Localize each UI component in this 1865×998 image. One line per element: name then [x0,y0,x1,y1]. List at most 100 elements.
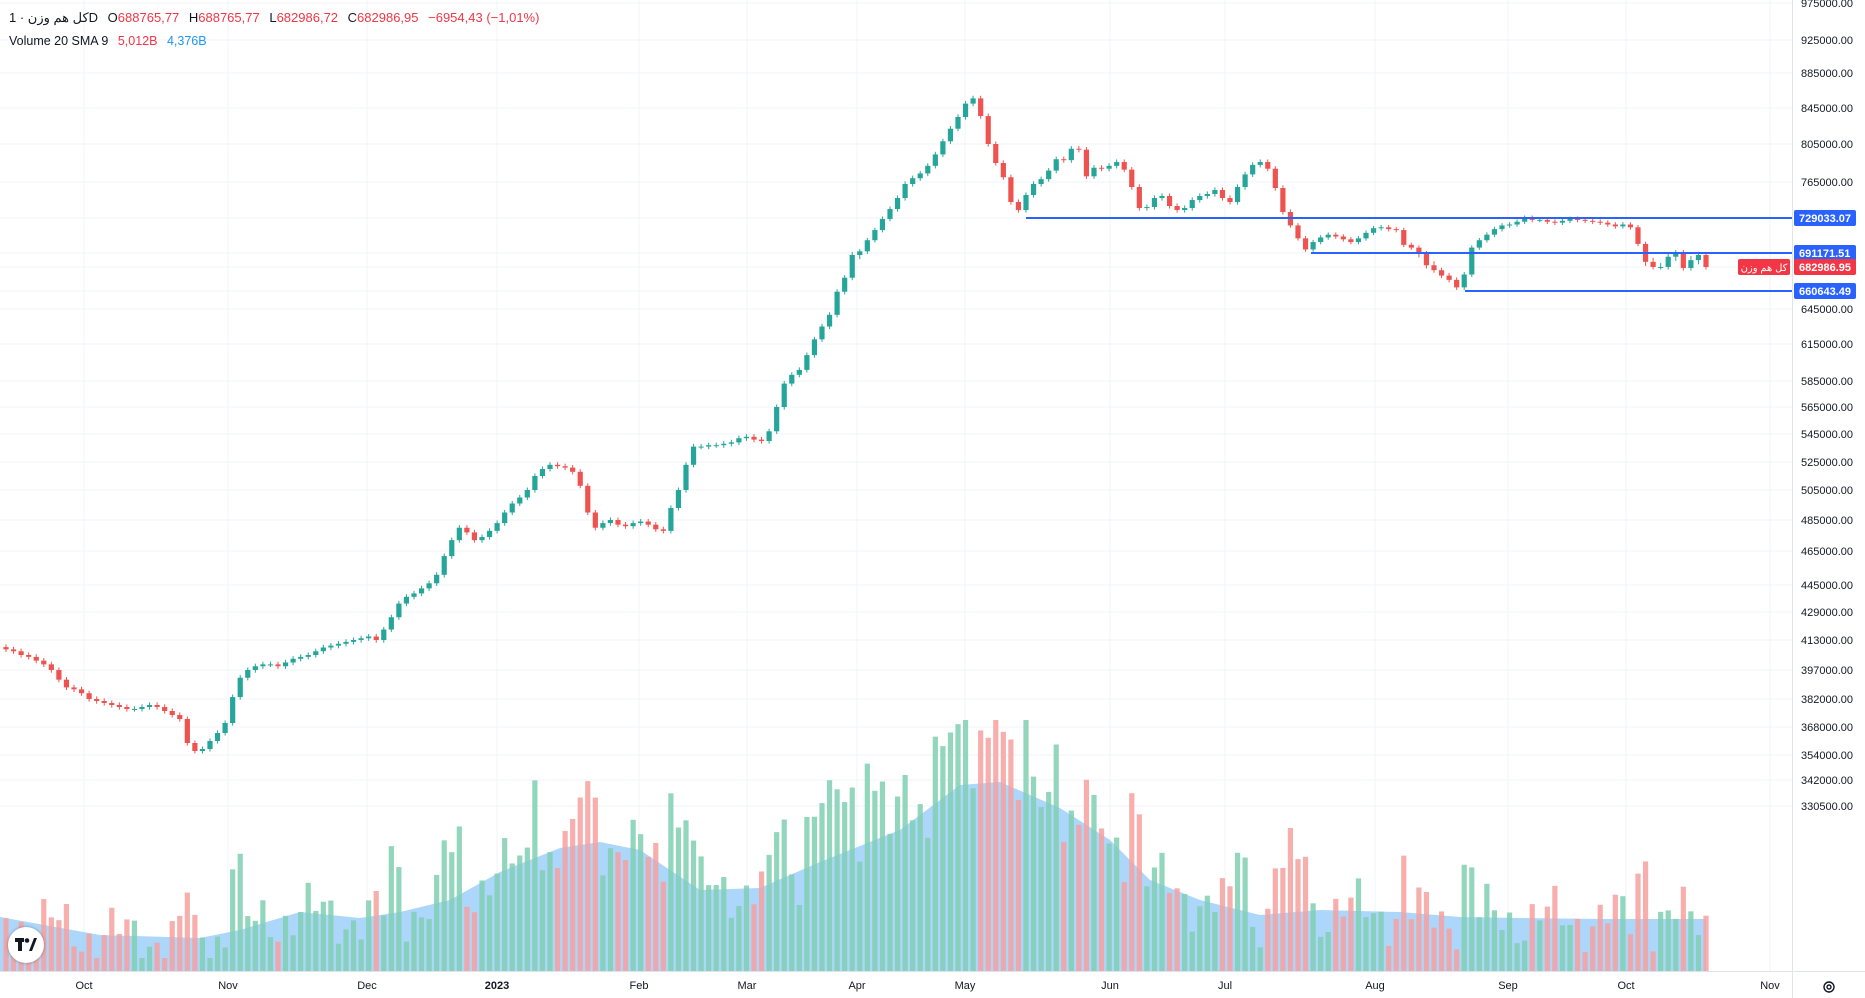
candle-body [146,705,153,707]
candle-body [970,98,976,104]
candle-body [947,128,954,142]
volume-bar [585,781,591,971]
volume-bar [1318,936,1324,971]
volume-bar [668,793,674,971]
candle-body [101,701,107,703]
volume-bar [774,832,780,971]
volume-bar [1438,911,1445,971]
candle-body [1506,224,1513,226]
price-axis-label: 397000.00 [1801,665,1853,677]
price-axis-label: 485000.00 [1801,515,1853,527]
tradingview-logo[interactable] [8,927,44,963]
volume-bar [1234,852,1241,971]
candle-body [1061,159,1067,161]
volume-bar [94,958,100,971]
candle-body [570,467,576,472]
candle-body [63,679,70,688]
candle-body [366,636,372,639]
volume-bar [607,848,614,971]
candle-body [1106,165,1112,169]
tv-logo-icon [15,938,37,951]
volume-bar [245,916,251,971]
volume-bar [1038,807,1044,971]
candle-body [116,705,122,707]
volume-bar [305,882,311,971]
candle-body [1416,247,1422,254]
volume-bar [86,933,92,971]
volume-bar [1174,888,1180,971]
candle-body [1318,237,1324,243]
volume-bar [547,852,553,971]
candle-body [48,664,54,670]
candle-body [630,523,636,527]
candle-body [343,641,349,644]
time-axis-label: Nov [1760,980,1780,992]
candle-body [1370,228,1377,233]
volume-bar [1544,906,1550,971]
volume-bar [834,789,840,971]
candle-body [411,593,417,597]
volume-bar [819,803,825,971]
volume-bar [1514,943,1520,971]
volume-bar [872,790,878,971]
price-axis-label: 645000.00 [1801,304,1853,316]
volume-bar [441,840,447,971]
candle-body [894,198,901,210]
volume-bar [577,797,583,971]
volume-indicator-label[interactable]: Volume 20 SMA 9 [9,34,109,48]
candle-body [131,709,138,710]
time-axis-label: Nov [218,980,238,992]
volume-bar [1325,931,1331,971]
volume-bar [1212,911,1218,971]
volume-bar [116,933,122,971]
volume-bar [1310,903,1316,971]
volume-bar [1590,926,1596,971]
price-axis[interactable]: 975000.00 925000.00 885000.00 845000.00 8050… [1801,0,1853,813]
volume-bar [781,819,787,971]
settings-gear-icon[interactable] [1822,980,1836,994]
volume-bar [1008,739,1014,971]
candle-body [615,520,621,525]
price-axis-label: 330500.00 [1801,801,1853,813]
volume-bar [955,724,961,971]
level-price-tag-text: 729033.07 [1799,213,1851,225]
volume-bar [1703,915,1709,971]
volume-bar [388,846,394,971]
volume-bar [728,917,734,971]
symbol-title[interactable]: کل هم وزن · 1D [9,10,99,25]
candle-body [562,466,568,468]
candle-body [192,743,198,751]
candle-body [539,469,546,476]
candle-body [230,697,236,723]
horizontal-levels[interactable] [1026,217,1792,292]
candle-body [925,165,931,174]
volume-bar [1091,794,1097,971]
candle-body [1552,221,1558,223]
candle-body [1295,225,1301,239]
candle-body [902,184,908,199]
candle-body [955,117,961,129]
volume-bar [1658,911,1664,971]
price-axis-label: 885000.00 [1801,68,1853,80]
candle-body [1461,274,1467,288]
candle-body [517,497,523,504]
candle-body [675,490,682,508]
candle-body [222,723,228,733]
candle-body [1234,187,1241,203]
candle-body [124,707,130,709]
volume-bar [1650,951,1656,971]
candle-body [1574,218,1581,220]
volume-bar [479,880,485,971]
volume-bar [1219,878,1226,971]
candle-body [842,277,848,292]
candle-body [1030,184,1037,196]
candle-body [1688,260,1694,269]
volume-bar [1257,947,1263,971]
candle-body [1242,174,1248,188]
candle-body [396,603,402,618]
candle-body [1144,207,1150,209]
volume-bar [1635,873,1641,971]
candle-body [683,464,689,490]
time-axis[interactable]: Oct Nov Dec 2023 Feb Mar Apr May Jun Jul Aug Sep Oct… [75,980,1780,992]
